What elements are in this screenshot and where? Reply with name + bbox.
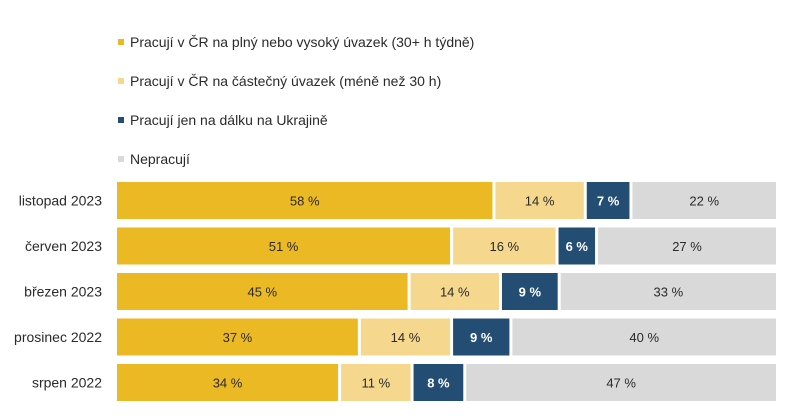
bar-segment [632, 182, 776, 219]
chart-legend: Pracují v ČR na plný nebo vysoký úvazek … [118, 22, 474, 178]
data-label: 22 % [689, 194, 719, 209]
bar-segment [117, 318, 358, 356]
legend-label-not-working: Nepracují [130, 150, 190, 167]
data-label: 51 % [269, 239, 299, 254]
category-label: srpen 2022 [32, 375, 102, 391]
legend-item-not-working: Nepracují [118, 139, 474, 178]
data-label: 16 % [489, 239, 519, 254]
bar-segment [558, 227, 596, 265]
bar-segment [117, 227, 451, 265]
bar-segment [598, 227, 776, 265]
bar-segment [117, 182, 493, 219]
legend-label-remote-ukraine: Pracují jen na dálku na Ukrajině [130, 111, 328, 128]
data-label: 6 % [566, 239, 589, 254]
bar-segment [512, 318, 776, 356]
legend-label-part-time: Pracují v ČR na částečný úvazek (méně ne… [130, 72, 442, 89]
bar-segment [560, 273, 776, 310]
legend-item-full-time: Pracují v ČR na plný nebo vysoký úvazek … [118, 22, 474, 61]
bar-segment [360, 318, 451, 356]
bar-segment [501, 273, 558, 310]
data-label: 47 % [606, 376, 636, 391]
data-label: 14 % [391, 330, 421, 345]
data-label: 37 % [223, 330, 253, 345]
category-label: listopad 2023 [19, 193, 103, 209]
legend-swatch-part-time [118, 77, 124, 84]
data-label: 33 % [654, 285, 684, 300]
data-label: 14 % [525, 194, 555, 209]
bar-segment [453, 318, 510, 356]
data-label: 58 % [290, 194, 320, 209]
data-label: 14 % [440, 285, 470, 300]
data-label: 34 % [213, 376, 243, 391]
category-label: březen 2023 [24, 284, 102, 300]
data-label: 9 % [470, 330, 493, 345]
bar-segment [117, 364, 339, 401]
legend-item-remote-ukraine: Pracují jen na dálku na Ukrajině [118, 100, 474, 139]
bar-segment [586, 182, 630, 219]
bar-segment [495, 182, 584, 219]
data-label: 7 % [597, 194, 620, 209]
bar-segment [466, 364, 776, 401]
data-label: 8 % [427, 376, 450, 391]
legend-label-full-time: Pracují v ČR na plný nebo vysoký úvazek … [130, 33, 475, 50]
bar-segment [410, 273, 499, 310]
legend-item-part-time: Pracují v ČR na částečný úvazek (méně ne… [118, 61, 474, 100]
bar-segment [453, 227, 556, 265]
data-label: 9 % [519, 285, 542, 300]
category-label: prosinec 2022 [14, 329, 102, 345]
legend-swatch-not-working [118, 155, 124, 162]
data-label: 40 % [629, 330, 659, 345]
bar-segment [413, 364, 464, 401]
data-label: 11 % [361, 376, 390, 391]
legend-swatch-remote-ukraine [118, 116, 124, 123]
bar-segment [341, 364, 411, 401]
category-label: červen 2023 [25, 238, 102, 254]
data-label: 45 % [247, 285, 277, 300]
legend-swatch-full-time [118, 38, 124, 45]
data-label: 27 % [672, 239, 702, 254]
bar-segment [117, 273, 408, 310]
